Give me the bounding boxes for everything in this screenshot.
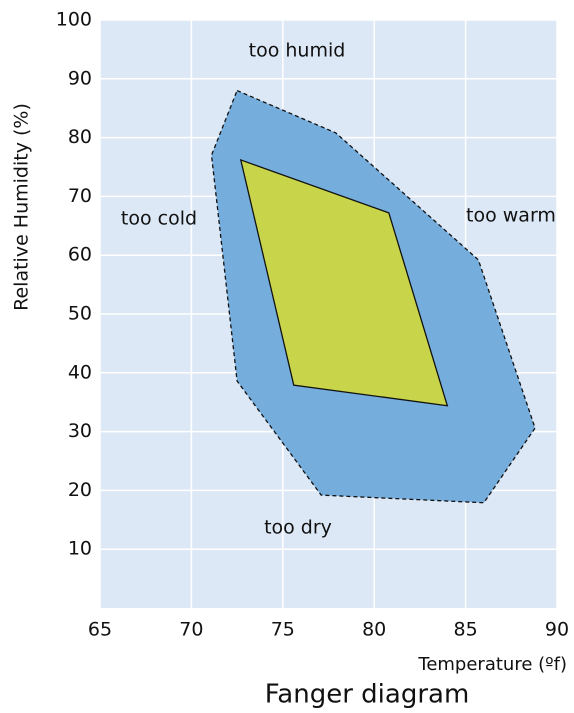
y-tick-label: 70 bbox=[68, 185, 92, 207]
y-tick-label: 10 bbox=[68, 538, 92, 560]
y-tick-label: 100 bbox=[56, 9, 92, 31]
y-axis-label: Relative Humidity (%) bbox=[11, 103, 33, 311]
annotation: too warm bbox=[466, 205, 556, 227]
chart-title: Fanger diagram bbox=[265, 680, 470, 710]
annotation: too dry bbox=[264, 517, 332, 539]
annotation: too humid bbox=[249, 40, 346, 62]
x-axis-label: Temperature (ºf) bbox=[417, 654, 567, 675]
y-tick-label: 20 bbox=[68, 479, 92, 501]
y-tick-label: 90 bbox=[68, 67, 92, 89]
y-tick-label: 80 bbox=[68, 126, 92, 148]
x-tick-label: 75 bbox=[271, 619, 295, 641]
x-tick-label: 90 bbox=[545, 619, 569, 641]
y-tick-label: 40 bbox=[68, 361, 92, 383]
x-tick-label: 70 bbox=[179, 619, 203, 641]
annotation: too cold bbox=[121, 208, 197, 230]
y-tick-label: 60 bbox=[68, 244, 92, 266]
x-tick-label: 65 bbox=[88, 619, 112, 641]
y-tick-label: 50 bbox=[68, 303, 92, 325]
x-tick-label: 80 bbox=[362, 619, 386, 641]
region bbox=[239, 158, 449, 407]
y-tick-label: 30 bbox=[68, 420, 92, 442]
x-tick-label: 85 bbox=[454, 619, 478, 641]
